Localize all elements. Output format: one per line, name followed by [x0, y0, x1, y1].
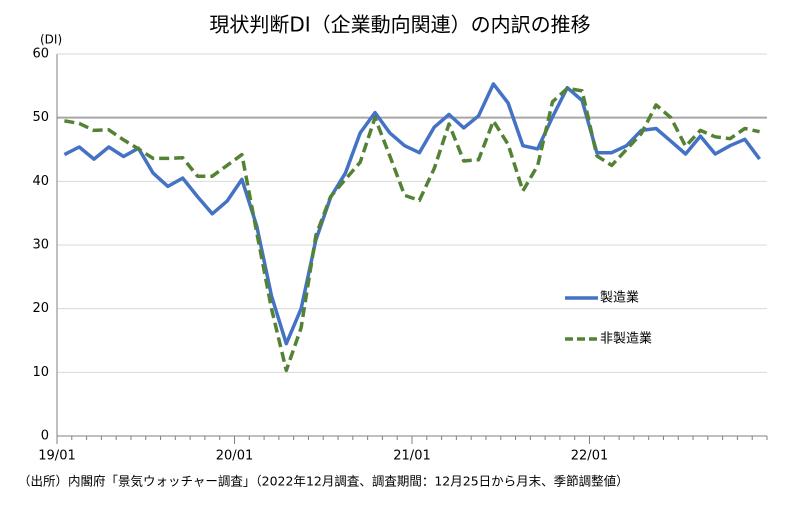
y-tick-label: 10 [32, 365, 49, 380]
source-note: （出所）内閣府「景気ウォッチャー調査」（2022年12月調査、調査期間：12月2… [18, 474, 629, 489]
y-tick-label: 30 [32, 238, 49, 253]
chart-title: 現状判断DI（企業動向関連）の内訳の推移 [209, 13, 590, 37]
y-tick-label: 20 [32, 301, 49, 316]
legend-label: 非製造業 [600, 331, 652, 347]
y-tick-label: 40 [32, 174, 49, 189]
y-tick-label: 0 [41, 429, 49, 444]
series-line [64, 86, 760, 373]
y-axis-label: (DI) [40, 33, 62, 47]
x-tick-label: 21/01 [393, 449, 430, 464]
series-line [63, 82, 762, 346]
y-tick-label: 50 [32, 110, 49, 125]
x-tick-label: 22/01 [571, 449, 608, 464]
y-tick-label: 60 [32, 47, 49, 62]
legend-label: 製造業 [600, 290, 639, 306]
x-tick-label: 20/01 [216, 449, 253, 464]
x-tick-label: 19/01 [38, 449, 75, 464]
